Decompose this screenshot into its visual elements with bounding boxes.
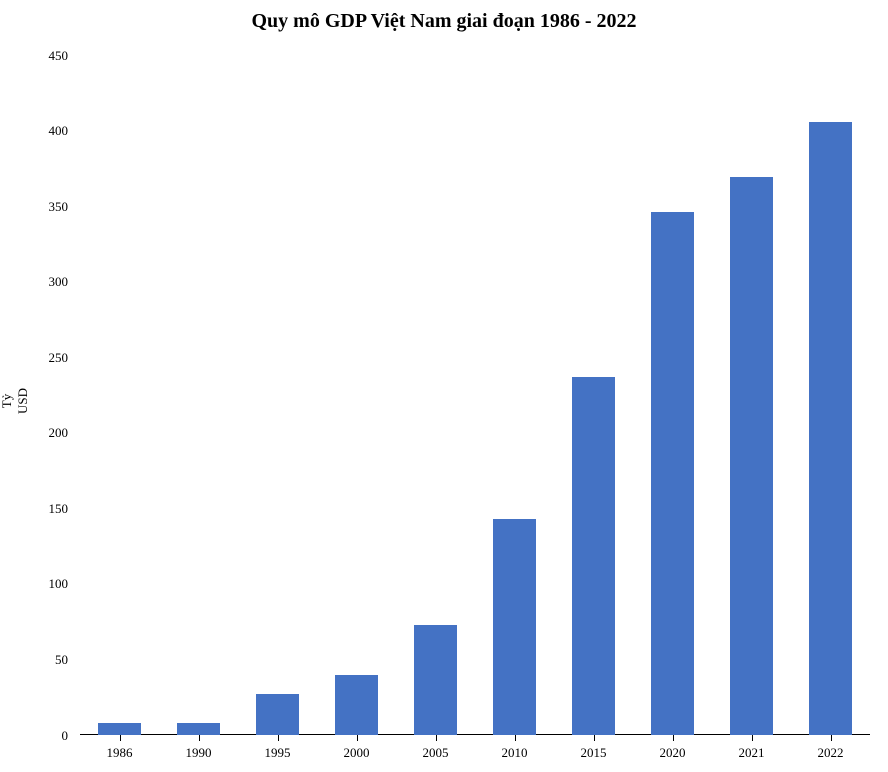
x-tick-label: 2020 (643, 745, 703, 761)
x-tick-mark (831, 735, 832, 741)
x-tick-label: 2005 (406, 745, 466, 761)
y-tick-label: 200 (18, 425, 68, 441)
x-tick-mark (673, 735, 674, 741)
x-tick-label: 2021 (722, 745, 782, 761)
y-tick-label: 150 (18, 501, 68, 517)
x-tick-label: 1990 (169, 745, 229, 761)
x-tick-mark (436, 735, 437, 741)
bar (651, 212, 694, 735)
y-tick-label: 250 (18, 350, 68, 366)
x-tick-label: 1986 (90, 745, 150, 761)
plot-area (80, 55, 870, 735)
gdp-bar-chart: Quy mô GDP Việt Nam giai đoạn 1986 - 202… (0, 0, 888, 772)
bar (98, 723, 141, 735)
x-tick-mark (594, 735, 595, 741)
bar (335, 675, 378, 735)
y-tick-label: 450 (18, 48, 68, 64)
x-tick-label: 2015 (564, 745, 624, 761)
x-tick-label: 2022 (801, 745, 861, 761)
bar (493, 519, 536, 735)
bar (177, 723, 220, 735)
bar (572, 377, 615, 735)
x-tick-label: 2010 (485, 745, 545, 761)
bar (730, 177, 773, 735)
x-tick-label: 2000 (327, 745, 387, 761)
y-tick-label: 100 (18, 576, 68, 592)
y-axis-label: Tỷ USD (0, 386, 31, 416)
x-tick-mark (278, 735, 279, 741)
bar (414, 625, 457, 735)
x-tick-mark (120, 735, 121, 741)
x-tick-mark (515, 735, 516, 741)
y-tick-label: 350 (18, 199, 68, 215)
chart-title: Quy mô GDP Việt Nam giai đoạn 1986 - 202… (0, 10, 888, 33)
bar (256, 694, 299, 735)
x-tick-mark (357, 735, 358, 741)
y-tick-label: 0 (18, 728, 68, 744)
x-tick-mark (199, 735, 200, 741)
y-tick-label: 400 (18, 123, 68, 139)
y-tick-label: 50 (18, 652, 68, 668)
bar (809, 122, 852, 736)
x-tick-label: 1995 (248, 745, 308, 761)
x-tick-mark (752, 735, 753, 741)
y-tick-label: 300 (18, 274, 68, 290)
